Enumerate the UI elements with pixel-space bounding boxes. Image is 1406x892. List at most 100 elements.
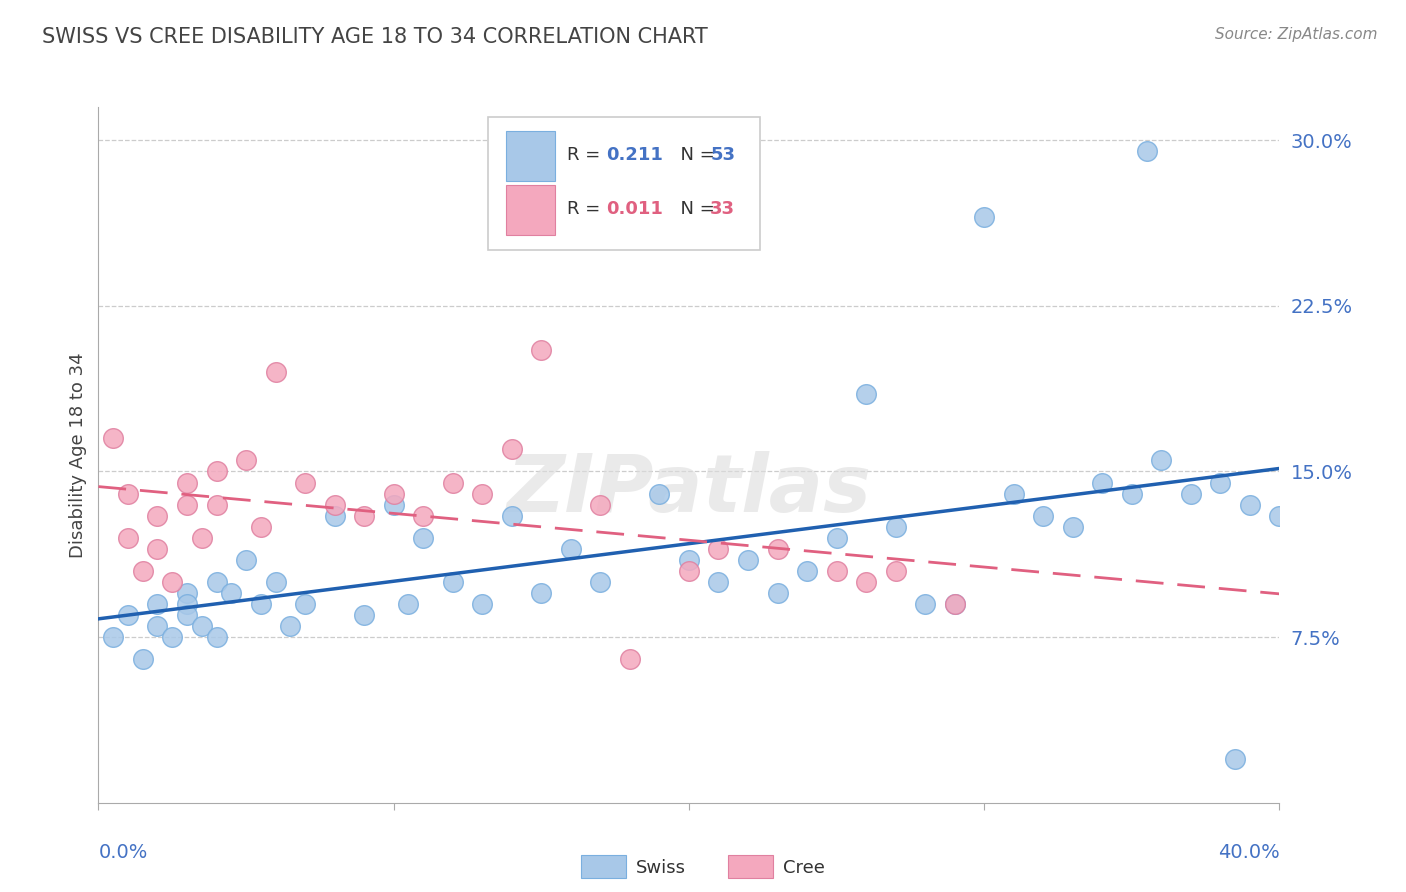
Point — [589, 574, 612, 589]
Point — [1180, 486, 1202, 500]
Point — [205, 498, 228, 512]
Point — [132, 652, 155, 666]
Point — [176, 597, 198, 611]
Point — [396, 597, 419, 611]
Point — [707, 574, 730, 589]
Point — [441, 574, 464, 589]
Point — [219, 586, 242, 600]
Point — [766, 586, 789, 600]
Point — [619, 652, 641, 666]
FancyBboxPatch shape — [488, 118, 759, 250]
Point — [117, 531, 139, 545]
Point — [1091, 475, 1114, 490]
Point — [205, 465, 228, 479]
Point — [560, 541, 582, 556]
Point — [678, 564, 700, 578]
Point — [1209, 475, 1232, 490]
Point — [146, 619, 169, 633]
Text: R =: R = — [567, 200, 606, 218]
Point — [294, 597, 316, 611]
Point — [353, 508, 375, 523]
Point — [146, 541, 169, 556]
Point — [1223, 751, 1246, 765]
Text: 53: 53 — [710, 146, 735, 164]
Point — [1121, 486, 1143, 500]
Point — [132, 564, 155, 578]
Point — [176, 608, 198, 623]
Point — [1135, 145, 1157, 159]
Point — [412, 508, 434, 523]
Point — [825, 531, 848, 545]
Point — [471, 597, 494, 611]
Point — [117, 486, 139, 500]
Point — [943, 597, 966, 611]
Point — [1239, 498, 1261, 512]
Point — [294, 475, 316, 490]
Text: SWISS VS CREE DISABILITY AGE 18 TO 34 CORRELATION CHART: SWISS VS CREE DISABILITY AGE 18 TO 34 CO… — [42, 27, 709, 46]
Point — [1268, 508, 1291, 523]
Text: R =: R = — [567, 146, 606, 164]
Point — [323, 508, 346, 523]
Text: 33: 33 — [710, 200, 735, 218]
Point — [855, 574, 877, 589]
Text: N =: N = — [669, 200, 720, 218]
Text: Cree: Cree — [783, 859, 825, 877]
Point — [191, 619, 214, 633]
Point — [250, 597, 273, 611]
Point — [176, 498, 198, 512]
Text: 40.0%: 40.0% — [1218, 843, 1279, 862]
Text: Source: ZipAtlas.com: Source: ZipAtlas.com — [1215, 27, 1378, 42]
Point — [264, 574, 287, 589]
Point — [412, 531, 434, 545]
Point — [205, 630, 228, 644]
Point — [117, 608, 139, 623]
Point — [441, 475, 464, 490]
Point — [146, 508, 169, 523]
Point — [1002, 486, 1025, 500]
Point — [1150, 453, 1173, 467]
Point — [382, 498, 405, 512]
Point — [707, 541, 730, 556]
FancyBboxPatch shape — [506, 185, 555, 235]
Point — [176, 586, 198, 600]
Point — [855, 387, 877, 401]
FancyBboxPatch shape — [506, 131, 555, 181]
Point — [825, 564, 848, 578]
Point — [250, 519, 273, 533]
Point — [323, 498, 346, 512]
Point — [382, 486, 405, 500]
Point — [235, 453, 257, 467]
Point — [264, 365, 287, 379]
Point — [973, 211, 995, 225]
Point — [796, 564, 818, 578]
Y-axis label: Disability Age 18 to 34: Disability Age 18 to 34 — [69, 352, 87, 558]
Point — [501, 442, 523, 457]
Point — [530, 343, 553, 357]
Text: 0.0%: 0.0% — [98, 843, 148, 862]
Text: ZIPatlas: ZIPatlas — [506, 450, 872, 529]
Point — [530, 586, 553, 600]
Point — [162, 574, 183, 589]
Point — [162, 630, 183, 644]
Point — [501, 508, 523, 523]
Point — [103, 431, 125, 445]
Text: N =: N = — [669, 146, 720, 164]
Text: 0.011: 0.011 — [606, 200, 664, 218]
Point — [678, 553, 700, 567]
Point — [235, 553, 257, 567]
Point — [884, 519, 907, 533]
Text: 0.211: 0.211 — [606, 146, 664, 164]
Point — [648, 486, 671, 500]
Point — [943, 597, 966, 611]
Point — [205, 574, 228, 589]
Point — [353, 608, 375, 623]
Point — [103, 630, 125, 644]
Point — [146, 597, 169, 611]
Point — [278, 619, 302, 633]
Point — [737, 553, 759, 567]
Point — [471, 486, 494, 500]
Point — [884, 564, 907, 578]
Point — [176, 475, 198, 490]
Point — [1062, 519, 1084, 533]
Point — [1032, 508, 1054, 523]
